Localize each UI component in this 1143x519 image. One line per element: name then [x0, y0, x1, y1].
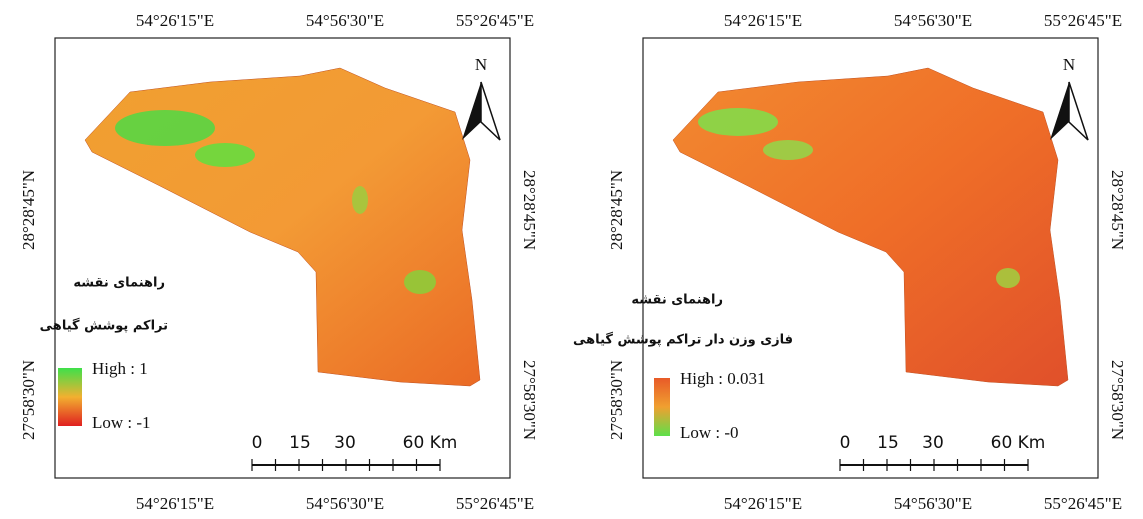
vegetation-patch	[404, 270, 436, 294]
map-figure: 54°26'15"E 54°26'15"E 54°56'30"E 54°56'30"E…	[0, 0, 1143, 519]
north-arrow-right	[1069, 82, 1088, 140]
top-coordinate-label: 54°56'30"E	[306, 11, 384, 30]
left-coordinate-label: 28°28'45"N	[607, 170, 626, 250]
scale-label: 0	[840, 433, 851, 453]
top-coordinate-label: 54°56'30"E	[894, 11, 972, 30]
north-label: N	[475, 55, 487, 74]
right-coordinate-label: 28°28'45"N	[1108, 170, 1127, 250]
left-coordinate-label: 28°28'45"N	[19, 170, 38, 250]
legend-subtitle: فازی وزن دار تراکم پوشش گیاهی	[573, 332, 793, 348]
legend-color-ramp	[654, 378, 670, 436]
scale-label: 60 Km	[991, 433, 1046, 453]
scale-label: 30	[922, 433, 944, 453]
right-coordinate-label: 28°28'45"N	[520, 170, 539, 250]
top-coordinate-label: 55°26'45"E	[1044, 11, 1122, 30]
bottom-coordinate-label: 55°26'45"E	[456, 494, 534, 513]
bottom-coordinate-label: 55°26'45"E	[1044, 494, 1122, 513]
scale-label: 0	[252, 433, 263, 453]
scale-label: 15	[877, 433, 899, 453]
bottom-coordinate-label: 54°56'30"E	[894, 494, 972, 513]
legend-color-ramp	[58, 368, 82, 426]
right-coordinate-label: 27°58'30"N	[1108, 360, 1127, 440]
left-coordinate-label: 27°58'30"N	[19, 360, 38, 440]
right-coordinate-label: 27°58'30"N	[520, 360, 539, 440]
top-coordinate-label: 54°26'15"E	[136, 11, 214, 30]
vegetation-patch	[698, 108, 778, 136]
vegetation-patch	[763, 140, 813, 160]
bottom-coordinate-label: 54°26'15"E	[136, 494, 214, 513]
top-coordinate-label: 54°26'15"E	[724, 11, 802, 30]
north-arrow-left	[462, 82, 481, 140]
bottom-coordinate-label: 54°56'30"E	[306, 494, 384, 513]
map-panel: 54°26'15"E 54°26'15"E 54°56'30"E 54°56'30"E…	[573, 11, 1127, 513]
legend-low: Low : -1	[92, 413, 151, 432]
left-coordinate-label: 27°58'30"N	[607, 360, 626, 440]
legend-low: Low : -0	[680, 423, 739, 442]
scale-label: 30	[334, 433, 356, 453]
north-arrow-right	[481, 82, 500, 140]
legend-high: High : 1	[92, 359, 148, 378]
legend-title: راهنمای نقشه	[631, 293, 723, 308]
map-panel: 54°26'15"E 54°26'15"E 54°56'30"E 54°56'30"E…	[19, 11, 539, 513]
north-arrow-left	[1050, 82, 1069, 140]
top-coordinate-label: 55°26'45"E	[456, 11, 534, 30]
vegetation-patch	[352, 186, 368, 214]
scale-label: 15	[289, 433, 311, 453]
scale-label: 60 Km	[403, 433, 458, 453]
bottom-coordinate-label: 54°26'15"E	[724, 494, 802, 513]
legend-subtitle: تراکم پوشش گیاهی	[40, 318, 168, 334]
vegetation-patch	[195, 143, 255, 167]
north-label: N	[1063, 55, 1075, 74]
legend-high: High : 0.031	[680, 369, 765, 388]
vegetation-patch	[115, 110, 215, 146]
legend-title: راهنمای نقشه	[73, 276, 165, 291]
vegetation-patch	[996, 268, 1020, 288]
